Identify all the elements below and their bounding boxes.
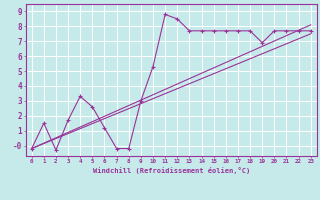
X-axis label: Windchill (Refroidissement éolien,°C): Windchill (Refroidissement éolien,°C): [92, 167, 250, 174]
